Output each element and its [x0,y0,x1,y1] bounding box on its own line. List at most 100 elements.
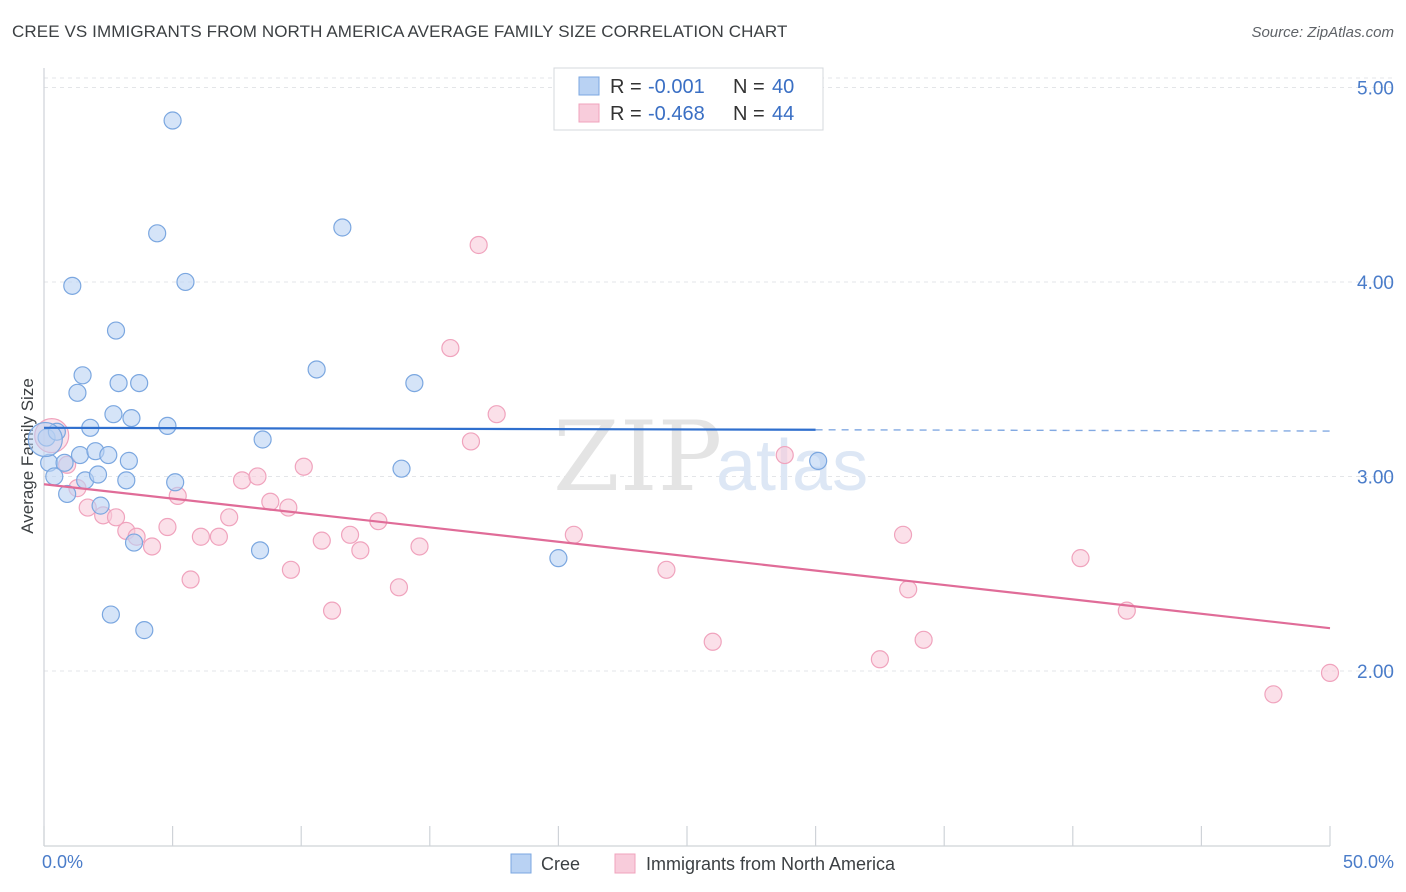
immigrants-point [441,338,460,358]
cree-trend-line [43,426,816,431]
watermark: ZIP atlas [553,401,868,513]
immigrants-point [248,467,267,486]
stats-n-label-immigrants: N = [733,103,765,125]
immigrants-point [351,541,370,560]
y-tick-labels: 2.00 3.00 4.00 5.00 [1357,78,1394,683]
x-tick-label-min: 0.0% [42,852,83,872]
immigrants-point [389,578,409,597]
cree-point [148,224,167,243]
cree-point [253,430,272,449]
cree-trend-extension [815,429,1331,432]
immigrants-point [294,457,313,476]
immigrants-point [279,498,298,517]
immigrants-point [1264,685,1283,704]
series-cree-points [27,111,828,640]
immigrants-point [340,525,360,544]
cree-point [104,405,123,424]
x-tick-labels: 0.0% 50.0% [42,852,1394,872]
cree-point [130,373,149,393]
immigrants-point [870,650,890,669]
cree-point [124,533,144,552]
immigrants-point [322,601,342,620]
cree-point [119,451,138,470]
immigrants-point [914,630,933,649]
cree-point [166,473,185,492]
chart-source: Source: ZipAtlas.com [1251,24,1394,41]
immigrants-point [232,471,252,490]
cree-point [101,605,120,624]
cree-point [70,445,90,465]
cree-point [405,373,424,393]
stats-r-value-immigrants: -0.468 [648,103,705,125]
cree-point [250,541,270,560]
cree-point [58,484,77,504]
trend-lines [43,426,1331,630]
y-tick-label: 5.00 [1357,78,1394,99]
immigrants-point [1071,549,1090,568]
cree-point [63,276,82,295]
immigrants-point [209,527,228,546]
immigrants-point [564,525,583,544]
cree-point [392,459,411,478]
immigrants-point [158,517,177,537]
immigrants-point [312,531,331,550]
y-tick-label: 3.00 [1357,467,1394,488]
cree-point [88,465,108,484]
y-tick-label: 2.00 [1357,662,1394,683]
legend-label-cree: Cree [541,854,580,874]
x-tick-label-max: 50.0% [1343,852,1394,872]
legend-label-immigrants: Immigrants from North America [646,854,896,874]
cree-point [73,366,92,385]
immigrants-point [899,580,918,599]
stats-swatch-cree [578,76,600,96]
immigrants-trend-line [43,483,1331,630]
y-tick-label: 4.00 [1357,273,1394,294]
stats-n-value-cree: 40 [772,76,794,98]
immigrants-point [220,508,239,527]
stats-r-label-cree: R = [610,76,642,98]
cree-point [135,621,154,640]
immigrants-point [191,527,210,546]
immigrants-point [487,405,506,424]
stats-n-value-immigrants: 44 [772,103,794,125]
cree-point [809,451,828,470]
cree-point [106,321,126,340]
stats-r-label-immigrants: R = [610,103,642,125]
cree-point [549,549,568,568]
immigrants-point [142,537,162,556]
stats-swatch-immigrants [578,103,600,123]
immigrants-point [775,445,794,465]
immigrants-point [410,537,429,556]
cree-point [176,272,195,292]
stats-r-value-cree: -0.001 [648,76,705,98]
immigrants-point [281,560,301,579]
watermark-zip: ZIP [553,401,722,513]
x-tick-marks [43,826,1331,846]
watermark-atlas: atlas [716,426,868,506]
immigrants-point [181,570,200,589]
cree-point [163,111,182,130]
cree-point [109,373,128,393]
stats-legend-box: R = -0.001 N = 40 R = -0.468 N = 44 [553,67,824,131]
immigrants-point [1320,663,1340,682]
y-axis-label: Average Family Size [18,378,37,534]
cree-point [117,471,136,490]
chart-legend: Cree Immigrants from North America [510,853,896,874]
cree-point [99,445,118,465]
immigrants-point [893,525,913,544]
cree-point [91,496,110,515]
cree-point [333,218,352,237]
cree-point [55,453,74,472]
cree-point [122,409,141,428]
legend-swatch-immigrants [614,853,636,874]
immigrants-point [657,560,676,579]
immigrants-point [106,508,126,527]
grid-lines [44,77,1394,672]
immigrants-point [261,492,280,511]
cree-point [68,383,87,402]
cree-point [158,416,177,435]
immigrants-point [461,432,481,451]
immigrants-point [703,632,722,651]
chart-title: CREE VS IMMIGRANTS FROM NORTH AMERICA AV… [12,22,788,41]
